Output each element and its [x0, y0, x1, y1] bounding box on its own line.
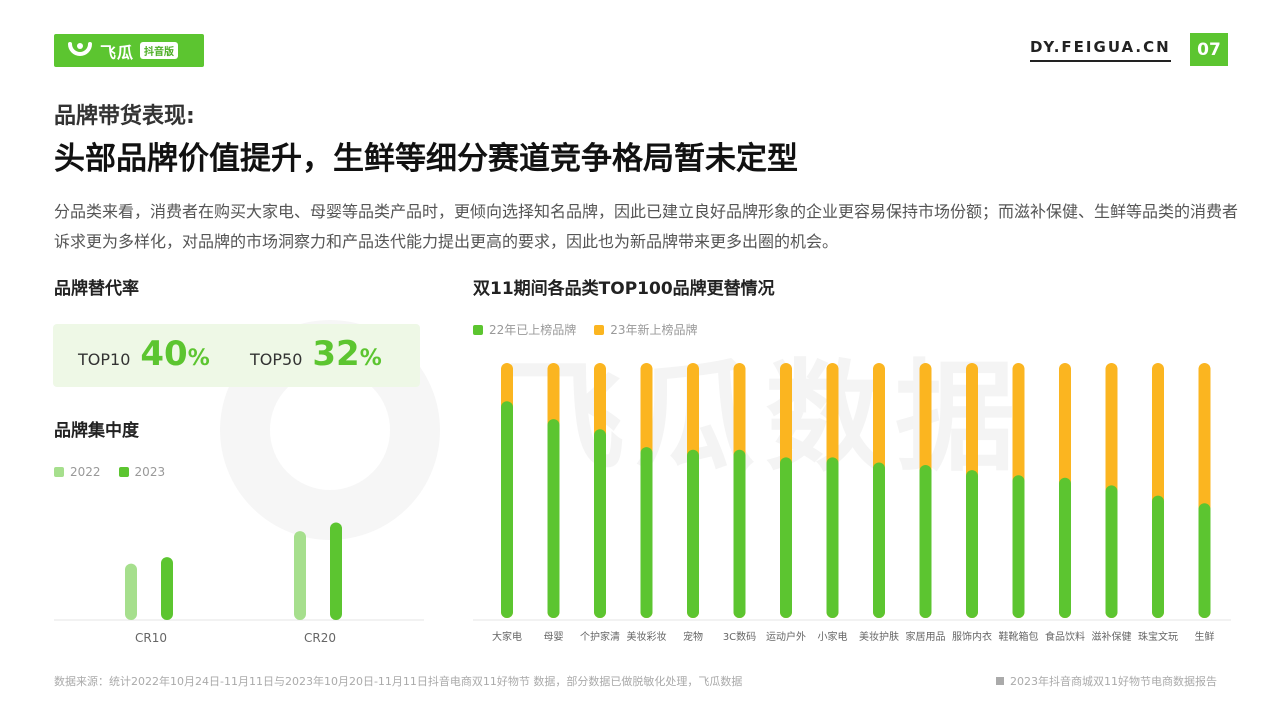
bar-old-14	[1152, 495, 1164, 618]
bar-old-0	[501, 401, 513, 618]
replacement-value: 32	[312, 334, 360, 374]
replacement-unit: %	[187, 346, 210, 371]
replacement-top50: TOP50 32 %	[250, 334, 382, 374]
legend-item-new-brands: 23年新上榜品牌	[594, 321, 698, 338]
turnover-legend: 22年已上榜品牌 23年新上榜品牌	[473, 321, 716, 338]
replacement-label: TOP10	[78, 350, 131, 369]
bar-old-4	[687, 449, 699, 618]
legend-swatch	[594, 324, 605, 335]
legend-swatch	[473, 324, 483, 335]
legend-item-old-brands: 22年已上榜品牌	[473, 321, 576, 338]
footer-report: 2023年抖音商城双11好物节电商数据报告	[996, 673, 1217, 689]
x-tick-label: 宠物	[683, 630, 703, 643]
bar-old-7	[826, 457, 839, 618]
bar-old-3	[640, 447, 653, 618]
x-tick-label: 美妆彩妆	[627, 630, 667, 643]
x-tick-label: 珠宝文玩	[1138, 630, 1178, 643]
legend-swatch	[54, 467, 64, 477]
replacement-value: 40	[140, 334, 188, 374]
bar-cr20-2023	[330, 522, 342, 620]
x-tick-label: 小家电	[818, 630, 848, 643]
page-description: 分品类来看，消费者在购买大家电、母婴等品类产品时，更倾向选择知名品牌，因此已建立…	[54, 202, 1239, 251]
bar-old-2	[594, 429, 606, 618]
bar-old-12	[1059, 477, 1071, 618]
x-tick-label: 3C数码	[723, 630, 756, 643]
legend-label: 2022	[70, 465, 101, 479]
replacement-label: TOP50	[250, 350, 303, 369]
brand-logo[interactable]: 飞瓜 抖音版	[54, 34, 204, 67]
concentration-legend: 2022 2023	[54, 465, 183, 479]
x-tick-label: 运动户外	[766, 630, 806, 643]
legend-label: 2023	[134, 465, 166, 479]
x-tick-label: 鞋靴箱包	[999, 630, 1039, 643]
bar-old-6	[780, 457, 792, 618]
footer-report-text: 2023年抖音商城双11好物节电商数据报告	[1010, 675, 1217, 688]
x-tick-label: 大家电	[492, 630, 522, 643]
x-tick-label: 滋补保健	[1092, 630, 1132, 643]
concentration-chart: CR10 CR20	[54, 522, 424, 645]
x-tick-label: 母婴	[544, 631, 564, 643]
legend-item-2023: 2023	[118, 465, 166, 479]
x-tick-label: 个护家清	[580, 630, 620, 643]
bar-old-9	[919, 465, 932, 618]
bar-old-10	[966, 470, 978, 618]
replacement-section-title: 品牌替代率	[54, 279, 139, 299]
logo-text: 飞瓜	[100, 42, 135, 62]
x-tick-label: CR10	[135, 631, 167, 645]
bar-old-11	[1012, 475, 1025, 618]
footer-source: 数据来源：统计2022年10月24日-11月11日与2023年10月20日-11…	[54, 675, 743, 688]
legend-label: 22年已上榜品牌	[489, 323, 577, 337]
replacement-top10: TOP10 40 %	[78, 334, 210, 374]
concentration-section-title: 品牌集中度	[54, 421, 139, 441]
page-number: 07	[1190, 33, 1228, 66]
bar-old-13	[1105, 485, 1118, 618]
bar-old-15	[1198, 503, 1211, 618]
legend-swatch	[118, 467, 129, 477]
bar-old-1	[547, 419, 560, 618]
replacement-unit: %	[359, 346, 382, 371]
logo-tag: 抖音版	[140, 42, 179, 59]
legend-item-2022: 2022	[54, 465, 101, 479]
replacement-card: TOP10 40 % TOP50 32 %	[53, 324, 420, 387]
x-tick-label: 食品饮料	[1045, 630, 1085, 643]
bar-cr10-2022	[125, 563, 137, 620]
x-tick-label: 美妆护肤	[859, 630, 899, 643]
page-subtitle: 品牌带货表现:	[54, 104, 195, 129]
turnover-chart: 大家电 母婴 个护家清 美妆彩妆 宠物 3C数码 运动户外 小家电 美妆护肤 家居用品 服饰内衣 鞋靴…	[473, 363, 1231, 643]
feigua-logo-icon	[68, 41, 92, 56]
x-tick-label: 服饰内衣	[952, 630, 992, 643]
site-url[interactable]: DY.FEIGUA.CN	[1030, 38, 1171, 62]
x-tick-label: CR20	[304, 631, 336, 645]
page-title: 头部品牌价值提升，生鲜等细分赛道竞争格局暂未定型	[54, 141, 798, 177]
bar-old-5	[733, 449, 746, 618]
x-tick-label: 生鲜	[1195, 630, 1215, 643]
bar-cr10-2023	[161, 557, 173, 620]
legend-label: 23年新上榜品牌	[610, 323, 698, 337]
x-tick-label: 家居用品	[906, 630, 946, 643]
turnover-section-title: 双11期间各品类TOP100品牌更替情况	[473, 279, 775, 299]
footer-square-icon	[996, 677, 1004, 685]
bar-old-8	[873, 462, 885, 618]
bar-cr20-2022	[294, 531, 306, 620]
